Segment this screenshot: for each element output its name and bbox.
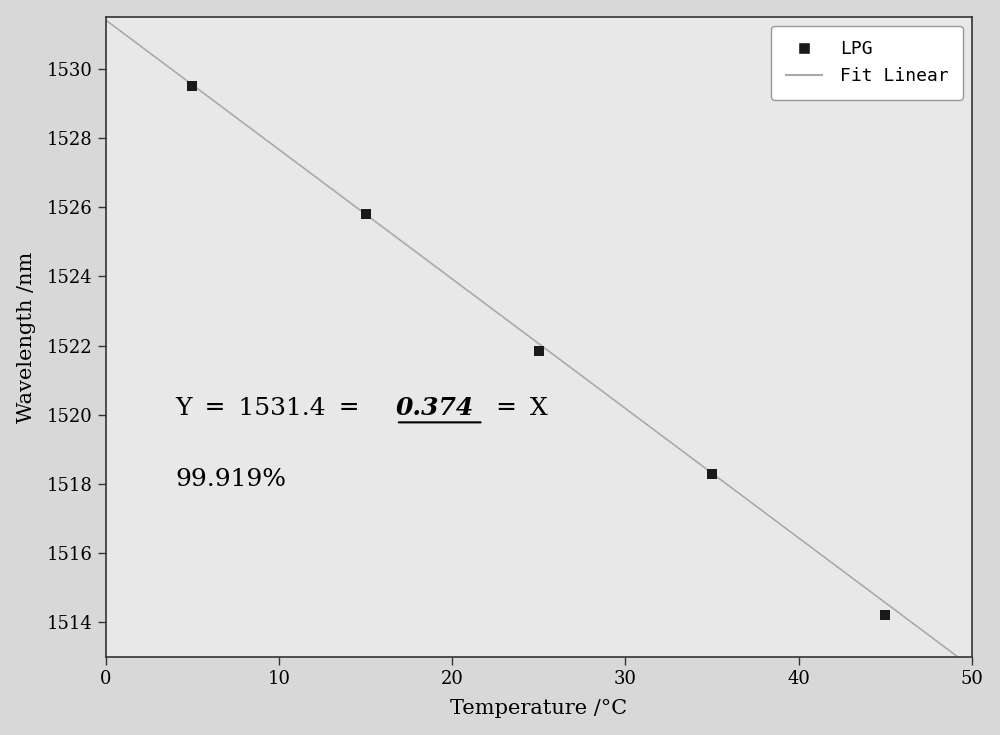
Point <box>704 467 720 479</box>
Text: 0.374: 0.374 <box>396 396 474 420</box>
Text: ═  X: ═ X <box>483 397 548 420</box>
Point <box>184 80 200 92</box>
Text: 99.919%: 99.919% <box>175 467 286 490</box>
Y-axis label: Wavelength /nm: Wavelength /nm <box>17 251 36 423</box>
Point <box>531 345 547 356</box>
Point <box>358 208 374 220</box>
Legend: LPG, Fit Linear: LPG, Fit Linear <box>771 26 963 100</box>
Text: Y  ═  1531.4  ═: Y ═ 1531.4 ═ <box>175 397 373 420</box>
X-axis label: Temperature /°C: Temperature /°C <box>450 699 627 718</box>
Point <box>877 609 893 621</box>
